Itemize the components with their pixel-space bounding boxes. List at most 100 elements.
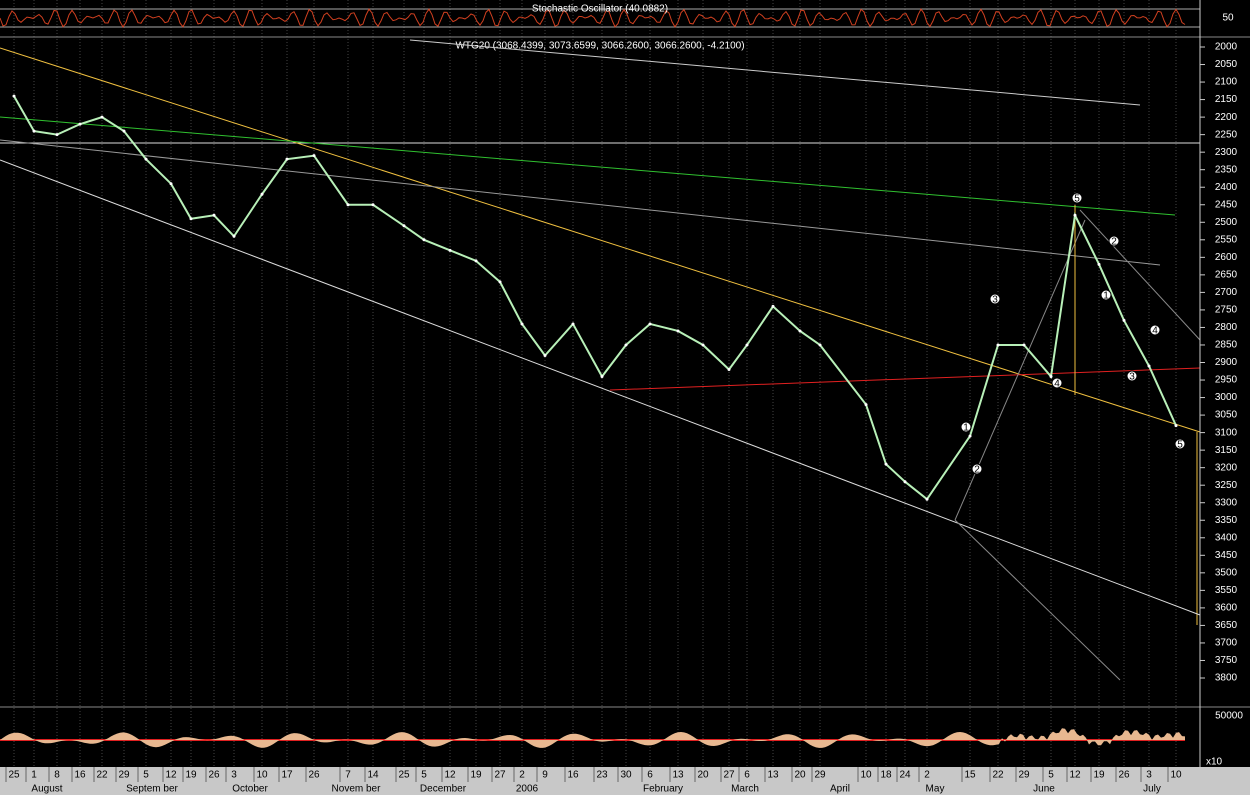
y-tick-label: 3250 [1215,480,1238,491]
price-point [285,157,289,161]
price-point [884,462,888,466]
y-tick-label: 3450 [1215,550,1238,561]
x-tick-label: 15 [964,770,976,781]
y-tick-label: 3800 [1215,673,1238,684]
x-tick-label: 19 [185,770,197,781]
price-point [968,434,972,438]
y-tick-label: 3400 [1215,532,1238,543]
price-point [422,238,426,242]
trend-line [0,116,1176,216]
wave-label: 4 [1054,379,1060,390]
y-tick-label: 2000 [1215,42,1238,53]
x-tick-label: 5 [1048,770,1054,781]
y-tick-label: 3550 [1215,585,1238,596]
month-label: April [830,784,850,795]
month-label: October [232,784,268,795]
wave-label: 1 [1103,291,1109,302]
price-point [648,322,652,326]
trend-line [0,47,1201,433]
x-tick-label: 25 [8,770,20,781]
y-tick-label: 3500 [1215,567,1238,578]
month-label: Septem ber [126,784,178,795]
month-label: February [643,784,683,795]
trend-line [0,159,1201,616]
wave-marker [1100,289,1112,301]
y-tick-label: 2100 [1215,77,1238,88]
price-point [169,182,173,186]
wave-marker [1051,377,1063,389]
x-tick-label: 3 [231,770,237,781]
wave-marker [989,293,1001,305]
y-tick-label: 2800 [1215,322,1238,333]
volume-area [0,728,1185,748]
price-point [676,329,680,333]
x-tick-label: 1 [31,770,37,781]
x-tick-label: 8 [54,770,60,781]
price-point [260,192,264,196]
y-tick-label: 3000 [1215,392,1238,403]
wave-marker [1108,235,1120,247]
x-tick-label: 12 [165,770,177,781]
y-tick-label: 2450 [1215,199,1238,210]
month-label: May [926,784,945,795]
price-point [520,322,524,326]
y-tick-label: 2550 [1215,234,1238,245]
y-tick-label: 2050 [1215,59,1238,70]
trend-line [954,519,1121,681]
price-point [1049,375,1053,379]
month-label: December [420,784,467,795]
x-tick-label: 30 [620,770,632,781]
price-point [402,224,406,228]
x-tick-label: 12 [444,770,456,781]
trend-line [1079,209,1201,341]
y-tick-label: 2400 [1215,182,1238,193]
x-tick-label: 23 [596,770,608,781]
wave-marker [960,421,972,433]
x-tick-label: 26 [1118,770,1130,781]
x-tick-label: 19 [470,770,482,781]
price-point [474,259,478,263]
x-tick-label: 27 [723,770,735,781]
y-tick-label: 2200 [1215,112,1238,123]
price-point [571,322,575,326]
y-tick-label: 2150 [1215,94,1238,105]
price-point [144,157,148,161]
price-point [701,343,705,347]
y-tick-label: 3150 [1215,445,1238,456]
y-tick-label: 2850 [1215,340,1238,351]
y-tick-label: 2300 [1215,147,1238,158]
price-point [727,368,731,372]
volume-label: 50000 [1215,711,1243,722]
price-point [32,129,36,133]
y-tick-label: 3300 [1215,497,1238,508]
x-tick-label: 7 [345,770,351,781]
x-tick-label: 6 [744,770,750,781]
x-tick-label: 2 [924,770,930,781]
wave-label: 5 [1177,440,1183,451]
x-tick-label: 13 [672,770,684,781]
month-label: August [31,784,62,795]
month-label: 2006 [516,784,539,795]
x-tick-label: 29 [814,770,826,781]
price-point [1122,318,1126,322]
y-tick-label: 2600 [1215,252,1238,263]
y-tick-label: 2900 [1215,357,1238,368]
volume-scale: x10 [1206,757,1223,768]
x-tick-label: 5 [421,770,427,781]
y-tick-label: 2500 [1215,217,1238,228]
y-tick-label: 3650 [1215,620,1238,631]
trend-line [409,39,1141,106]
price-point [1022,343,1026,347]
wave-marker [1149,324,1161,336]
price-point [346,203,350,207]
price-point [864,403,868,407]
price-point [903,480,907,484]
price-point [1174,424,1178,428]
wave-marker [971,463,983,475]
month-label: July [1143,784,1161,795]
x-tick-label: 18 [880,770,892,781]
x-axis: 25 1 8 16 22 29 5 12 19 26 3 10 17 26 7 14 25 5 12 19 27 2 9 16… [5,767,1182,795]
wave-marker [1174,438,1186,450]
y-tick-label: 2350 [1215,164,1238,175]
x-tick-label: 24 [899,770,911,781]
